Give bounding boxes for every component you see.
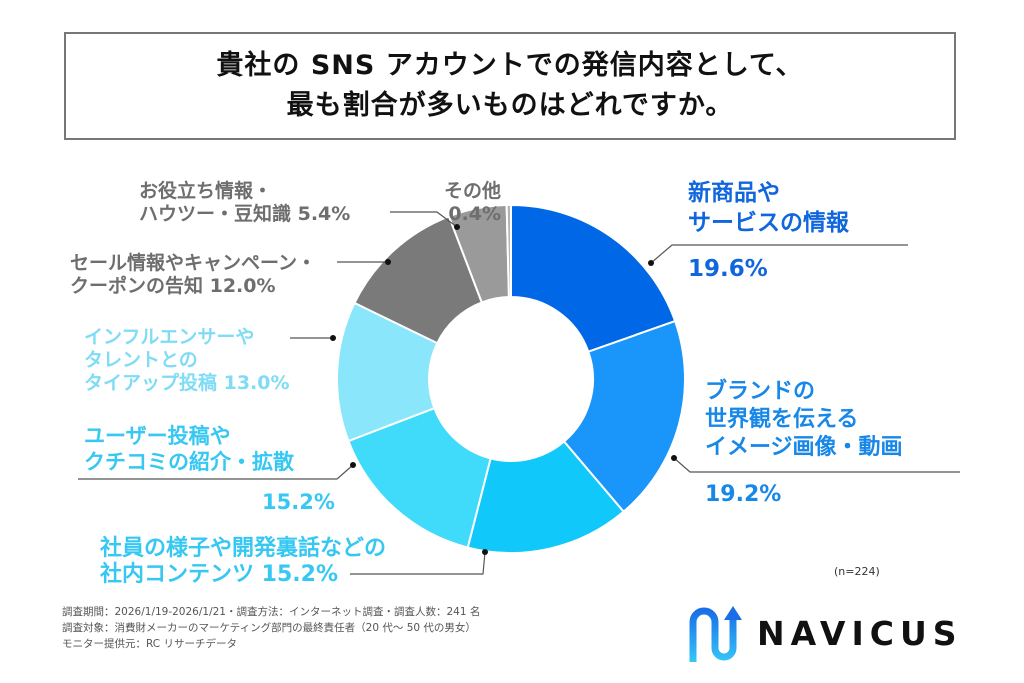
label-text: タレントとの: [84, 349, 198, 371]
leader-dots: [330, 224, 677, 555]
title-line-1: 貴社の SNS アカウントでの発信内容として、: [216, 50, 804, 81]
label-text: セール情報やキャンペーン・: [70, 252, 317, 274]
footnote-line: モニター提供元：RC リサーチデータ: [62, 638, 237, 650]
navicus-arrow-icon: [689, 606, 742, 662]
donut-segment: [510, 203, 677, 353]
footnote-line: 調査期間：2026/1/19-2026/1/21・調査方法：インターネット調査・…: [62, 606, 481, 618]
label-other: その他 0.4%: [444, 180, 501, 226]
label-text: イメージ画像・動画: [705, 435, 903, 460]
label-text: クーポンの告知 12.0%: [70, 275, 276, 297]
label-text: インフルエンサーや: [84, 326, 255, 348]
label-text: その他: [444, 180, 502, 202]
label-text: 新商品や: [688, 180, 780, 206]
label-text: ユーザー投稿や: [84, 424, 231, 448]
pct-user-posts: 15.2%: [262, 490, 335, 514]
label-text: ハウツー・豆知識 5.4%: [139, 203, 351, 225]
donut-segment: [505, 203, 512, 299]
title-line-2: 最も割合が多いものはどれですか。: [286, 90, 734, 121]
label-text: タイアップ投稿 13.0%: [84, 372, 290, 394]
footnote-line: 調査対象：消費財メーカーのマーケティング部門の最終責任者（20 代～ 50 代の…: [62, 622, 476, 634]
donut-segments: [336, 203, 686, 554]
label-brand-image: ブランドの 世界観を伝える イメージ画像・動画: [705, 378, 903, 462]
survey-footnote: 調査期間：2026/1/19-2026/1/21・調査方法：インターネット調査・…: [62, 604, 480, 652]
pct-new-products: 19.6%: [688, 256, 768, 282]
title-box: 貴社の SNS アカウントでの発信内容として、 最も割合が多いものはどれですか。: [64, 32, 956, 140]
label-user-posts: ユーザー投稿や クチコミの紹介・拡散: [84, 423, 294, 475]
label-text: 0.4%: [448, 203, 502, 225]
label-text: 社員の様子や開発裏話などの: [100, 536, 387, 561]
pct-brand-image: 19.2%: [705, 482, 782, 507]
navicus-logo-text: NAVICUS: [757, 613, 963, 653]
label-text: お役立ち情報・: [139, 180, 273, 202]
label-employee-content: 社員の様子や開発裏話などの 社内コンテンツ 15.2%: [100, 536, 386, 588]
label-text: サービスの情報: [688, 210, 849, 236]
label-text: クチコミの紹介・拡散: [84, 450, 294, 474]
label-new-products: 新商品や サービスの情報: [688, 178, 849, 238]
label-text: ブランドの: [705, 379, 816, 404]
label-useful-info: お役立ち情報・ ハウツー・豆知識 5.4%: [139, 180, 350, 226]
donut-segment: [347, 406, 492, 549]
sample-size-note: (n=224): [834, 565, 880, 578]
label-text: 世界観を伝える: [705, 407, 859, 432]
navicus-logo: NAVICUS: [687, 600, 963, 666]
donut-segment: [466, 440, 625, 554]
label-text: 社内コンテンツ 15.2%: [100, 562, 338, 587]
label-influencer: インフルエンサーや タレントとの タイアップ投稿 13.0%: [84, 326, 290, 395]
label-sale-campaign: セール情報やキャンペーン・ クーポンの告知 12.0%: [70, 252, 316, 298]
leader-lines: [78, 211, 960, 575]
donut-segment: [562, 319, 686, 514]
